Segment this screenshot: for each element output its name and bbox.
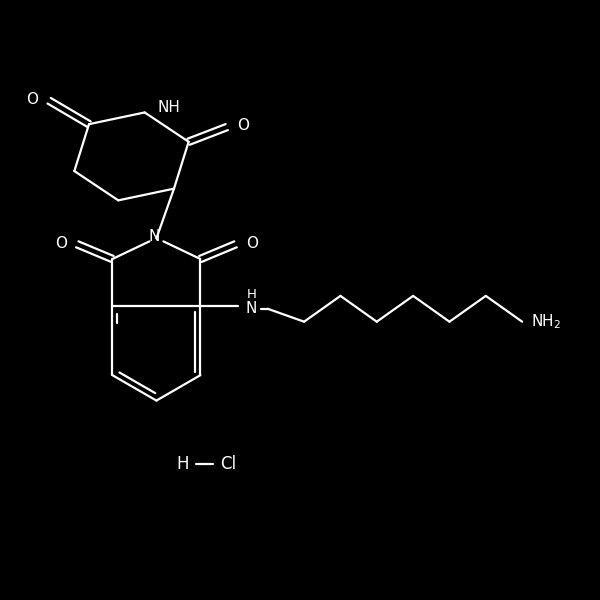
Text: O: O	[26, 92, 38, 107]
Text: N: N	[245, 301, 257, 316]
Text: H: H	[247, 287, 256, 301]
Text: N: N	[148, 229, 160, 244]
Text: O: O	[237, 118, 249, 133]
Text: NH$_2$: NH$_2$	[531, 313, 561, 331]
Text: O: O	[55, 236, 67, 251]
Text: H: H	[176, 455, 189, 473]
Text: Cl: Cl	[220, 455, 236, 473]
Text: O: O	[246, 236, 258, 251]
Text: NH: NH	[158, 100, 181, 115]
